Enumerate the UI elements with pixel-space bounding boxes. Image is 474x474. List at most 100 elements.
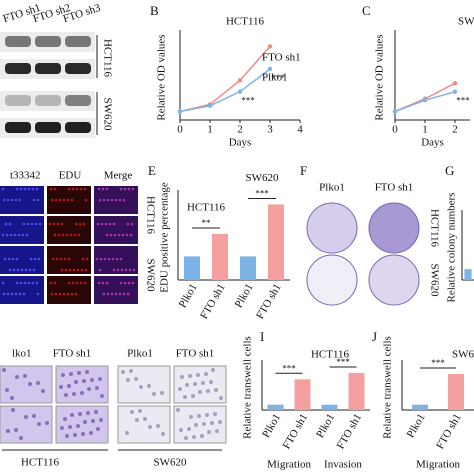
cell-dot xyxy=(97,187,101,191)
cell-dot xyxy=(61,233,65,237)
cell-dot xyxy=(62,198,66,202)
cell-dot xyxy=(121,233,125,237)
cell-dot xyxy=(211,368,215,372)
cell-dot xyxy=(96,427,100,431)
cell-dot xyxy=(114,292,118,296)
cell-dot xyxy=(130,222,134,226)
cell-dot xyxy=(101,187,105,191)
cell-dot xyxy=(106,198,110,202)
transwell-image xyxy=(55,405,109,444)
cell-dot xyxy=(104,222,108,226)
cell-dot xyxy=(110,292,114,296)
cell-dot xyxy=(30,222,34,226)
blot-band xyxy=(65,122,91,133)
cell-dot xyxy=(11,408,15,412)
column-label: t33342 xyxy=(10,170,41,182)
cell-dot xyxy=(131,187,135,191)
cell-line-label: HCT116 xyxy=(21,457,60,469)
cell-dot xyxy=(97,281,101,285)
cell-line-label: SW620 xyxy=(101,98,113,132)
cell-dot xyxy=(119,257,123,261)
bar xyxy=(464,269,472,280)
cell-dot xyxy=(15,257,19,261)
cell-dot xyxy=(83,420,87,424)
cell-dot xyxy=(15,281,19,285)
cell-dot xyxy=(77,371,81,375)
colony-well xyxy=(306,254,358,306)
cell-dot xyxy=(83,187,87,191)
cell-dot xyxy=(179,428,183,432)
transwell-image xyxy=(117,365,171,404)
cell-dot xyxy=(1,187,5,191)
point xyxy=(422,97,428,103)
cell-dot xyxy=(50,198,54,202)
cell-dot xyxy=(71,187,75,191)
cell-dot xyxy=(67,187,71,191)
transwell-image xyxy=(173,405,227,444)
cell-dot xyxy=(86,411,90,415)
cell-dot xyxy=(95,386,99,390)
cell-dot xyxy=(85,257,89,261)
y-axis-label: EDU positive percentage xyxy=(159,182,171,293)
cell-dot xyxy=(126,292,130,296)
cell-dot xyxy=(65,434,69,438)
cell-dot xyxy=(68,425,72,429)
cell-dot xyxy=(117,233,121,237)
x-axis-label: Days xyxy=(229,137,252,149)
transwell-image xyxy=(0,365,53,404)
y-axis-label: Relative transwell cells xyxy=(242,336,254,439)
cell-dot xyxy=(66,292,70,296)
cell-dot xyxy=(64,393,68,397)
chart-title: SW620 xyxy=(458,16,474,28)
cell-dot xyxy=(210,421,214,425)
cell-dot xyxy=(98,268,102,272)
cell-dot xyxy=(22,292,26,296)
colony-well xyxy=(368,254,420,306)
cell-dot xyxy=(32,414,36,418)
cell-dot xyxy=(108,222,112,226)
significance: *** xyxy=(255,189,269,199)
cell-dot xyxy=(17,233,21,237)
cell-dot xyxy=(131,281,135,285)
cell-dot xyxy=(26,222,30,226)
cell-dot xyxy=(209,380,213,384)
cell-dot xyxy=(206,389,210,393)
cell-dot xyxy=(213,412,217,416)
cell-dot xyxy=(107,257,111,261)
blot-band xyxy=(35,63,61,74)
cell-dot xyxy=(15,187,19,191)
cell-dot xyxy=(73,433,77,437)
column-label: FTO sh1 xyxy=(375,182,414,194)
cell-dot xyxy=(67,384,71,388)
cell-dot xyxy=(84,268,88,272)
cell-dot xyxy=(132,268,136,272)
cell-dot xyxy=(187,427,191,431)
cell-dot xyxy=(21,233,25,237)
cell-dot xyxy=(32,268,36,272)
cell-dot xyxy=(205,413,209,417)
cell-line-label: HCT116 xyxy=(144,196,156,235)
micrograph xyxy=(0,216,44,244)
cell-dot xyxy=(66,198,70,202)
cell-dot xyxy=(20,268,24,272)
cell-dot xyxy=(83,281,87,285)
cell-dot xyxy=(197,414,201,418)
cell-dot xyxy=(81,432,85,436)
cell-dot xyxy=(50,292,54,296)
cell-dot xyxy=(126,222,130,226)
cell-dot xyxy=(126,378,130,382)
cell-dot xyxy=(29,257,33,261)
cell-dot xyxy=(218,420,222,424)
cell-dot xyxy=(185,383,189,387)
cell-dot xyxy=(147,384,151,388)
point xyxy=(392,109,398,114)
cell-dot xyxy=(19,187,23,191)
cell-dot xyxy=(95,257,99,261)
point xyxy=(207,103,213,109)
cell-dot xyxy=(6,198,10,202)
x-tick-label: 2 xyxy=(452,124,458,136)
x-tick-label: 4 xyxy=(297,124,303,136)
bar xyxy=(267,404,284,410)
cell-line-label: HCT116 xyxy=(428,209,440,248)
